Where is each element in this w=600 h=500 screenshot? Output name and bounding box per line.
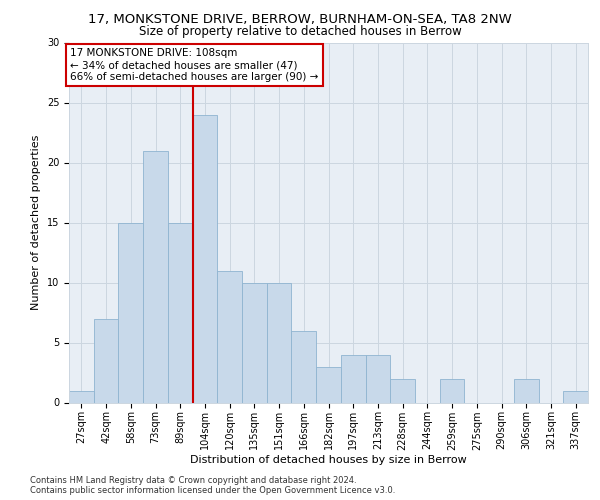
Text: 17 MONKSTONE DRIVE: 108sqm
← 34% of detached houses are smaller (47)
66% of semi: 17 MONKSTONE DRIVE: 108sqm ← 34% of deta…	[70, 48, 319, 82]
Text: Size of property relative to detached houses in Berrow: Size of property relative to detached ho…	[139, 25, 461, 38]
Bar	[267, 282, 292, 403]
Bar	[365, 354, 390, 403]
Text: 17, MONKSTONE DRIVE, BERROW, BURNHAM-ON-SEA, TA8 2NW: 17, MONKSTONE DRIVE, BERROW, BURNHAM-ON-…	[88, 12, 512, 26]
Bar	[143, 150, 168, 402]
Bar	[292, 330, 316, 402]
Bar	[390, 378, 415, 402]
Bar	[94, 318, 118, 402]
X-axis label: Distribution of detached houses by size in Berrow: Distribution of detached houses by size …	[190, 455, 467, 465]
Bar	[341, 354, 365, 403]
Bar	[514, 378, 539, 402]
Bar	[69, 390, 94, 402]
Text: Contains HM Land Registry data © Crown copyright and database right 2024.
Contai: Contains HM Land Registry data © Crown c…	[30, 476, 395, 495]
Bar	[193, 114, 217, 403]
Bar	[563, 390, 588, 402]
Bar	[316, 366, 341, 402]
Bar	[242, 282, 267, 403]
Bar	[118, 222, 143, 402]
Bar	[168, 222, 193, 402]
Bar	[217, 270, 242, 402]
Y-axis label: Number of detached properties: Number of detached properties	[31, 135, 41, 310]
Bar	[440, 378, 464, 402]
